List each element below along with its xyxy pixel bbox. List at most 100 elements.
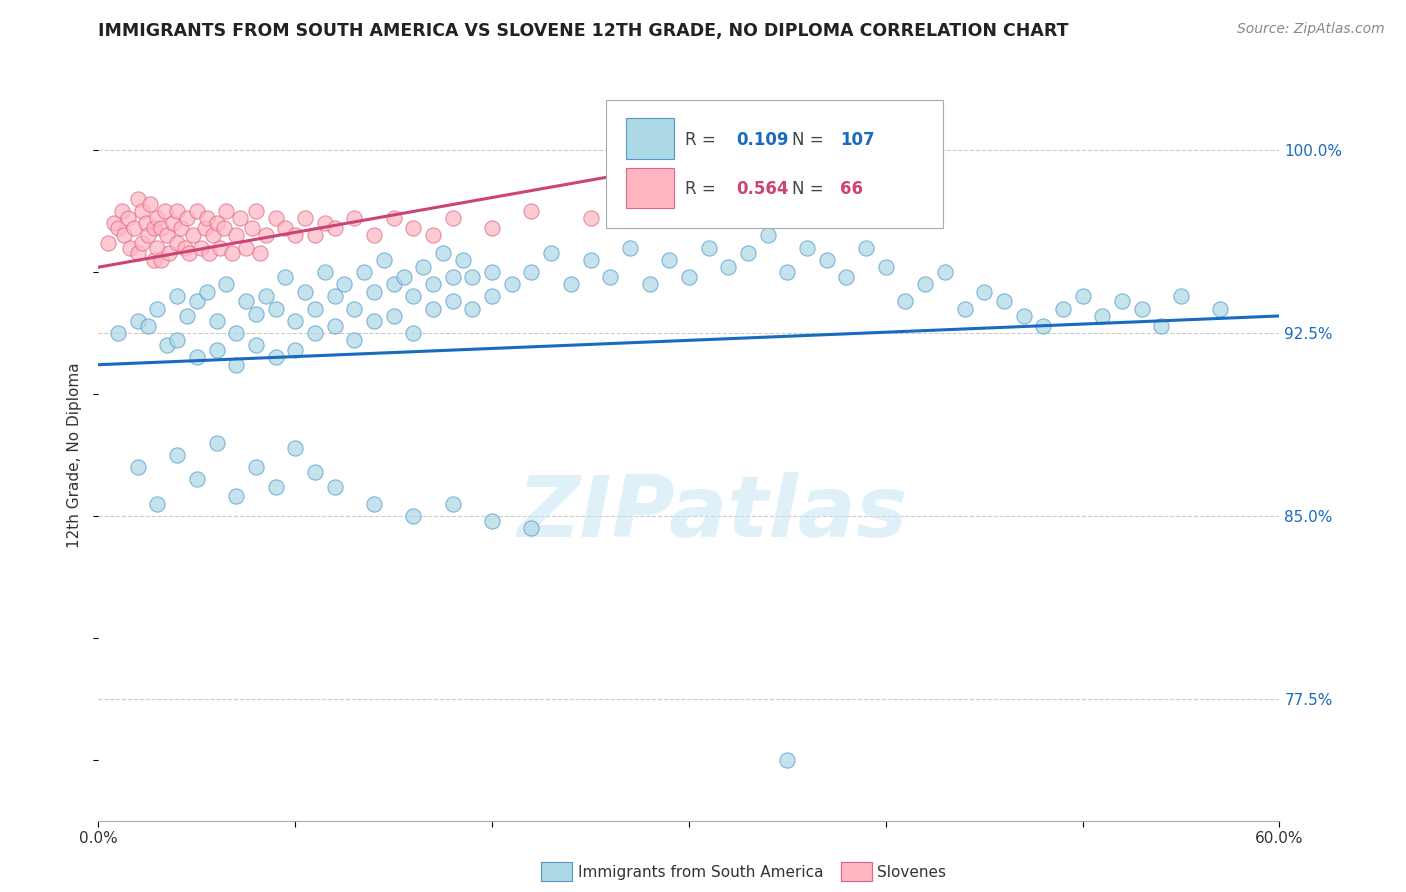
Point [314,265,336,279]
Point [481,289,503,303]
Point [209,241,232,255]
Point [264,301,287,316]
Point [176,211,198,226]
Point [717,260,740,275]
Point [323,480,346,494]
Text: Slovenes: Slovenes [877,865,946,880]
Point [190,241,212,255]
Point [461,301,484,316]
FancyBboxPatch shape [626,119,673,159]
Point [323,289,346,303]
Point [1111,294,1133,309]
Point [225,228,247,243]
Point [1209,301,1232,316]
Point [560,277,582,292]
Point [186,294,208,309]
Point [117,211,139,226]
Point [796,241,818,255]
Point [422,228,444,243]
Point [245,460,267,475]
Point [225,489,247,503]
Point [235,241,257,255]
Point [127,245,149,260]
Point [136,228,159,243]
Point [254,289,277,303]
Point [304,326,326,340]
Point [150,221,173,235]
Point [304,465,326,479]
Point [422,301,444,316]
Point [373,252,395,267]
Point [894,294,917,309]
Point [875,260,897,275]
Point [225,358,247,372]
Point [235,294,257,309]
Point [579,252,602,267]
Point [1170,289,1192,303]
Point [264,211,287,226]
Point [914,277,936,292]
Point [195,211,218,226]
Point [155,204,177,219]
Point [402,508,425,523]
Point [678,269,700,284]
Point [215,204,238,219]
Point [122,221,145,235]
Point [323,221,346,235]
Point [225,326,247,340]
Text: ZIPatlas: ZIPatlas [517,472,908,555]
Point [540,245,562,260]
FancyBboxPatch shape [626,169,673,209]
Point [304,301,326,316]
Point [953,301,976,316]
Point [1032,318,1054,333]
Point [146,241,169,255]
Point [284,343,307,357]
Point [138,196,160,211]
Point [412,260,434,275]
Point [142,221,165,235]
Point [1150,318,1173,333]
Point [215,277,238,292]
Point [973,285,995,299]
Point [363,497,385,511]
Point [146,211,169,226]
Point [855,241,877,255]
FancyBboxPatch shape [606,100,943,228]
Point [127,314,149,328]
Point [284,441,307,455]
Point [186,204,208,219]
Point [993,294,1015,309]
Point [264,480,287,494]
Point [194,221,217,235]
Point [274,269,297,284]
Text: Source: ZipAtlas.com: Source: ZipAtlas.com [1237,22,1385,37]
Point [835,269,858,284]
Point [205,435,228,450]
Point [1091,309,1114,323]
Point [284,228,307,243]
Point [205,314,228,328]
Point [382,277,405,292]
Point [205,216,228,230]
Point [166,289,188,303]
Text: R =: R = [685,180,721,198]
Point [441,497,464,511]
Text: 0.109: 0.109 [737,131,789,149]
Point [170,221,193,235]
Point [135,216,157,230]
Point [333,277,356,292]
Point [363,314,385,328]
Point [697,241,720,255]
Text: R =: R = [685,131,721,149]
Point [249,245,271,260]
Point [481,514,503,528]
Point [815,252,838,267]
Point [197,245,219,260]
Point [118,241,141,255]
Text: Immigrants from South America: Immigrants from South America [578,865,824,880]
Point [323,318,346,333]
Text: IMMIGRANTS FROM SOUTH AMERICA VS SLOVENE 12TH GRADE, NO DIPLOMA CORRELATION CHAR: IMMIGRANTS FROM SOUTH AMERICA VS SLOVENE… [98,22,1069,40]
Point [343,334,366,348]
Point [451,252,474,267]
